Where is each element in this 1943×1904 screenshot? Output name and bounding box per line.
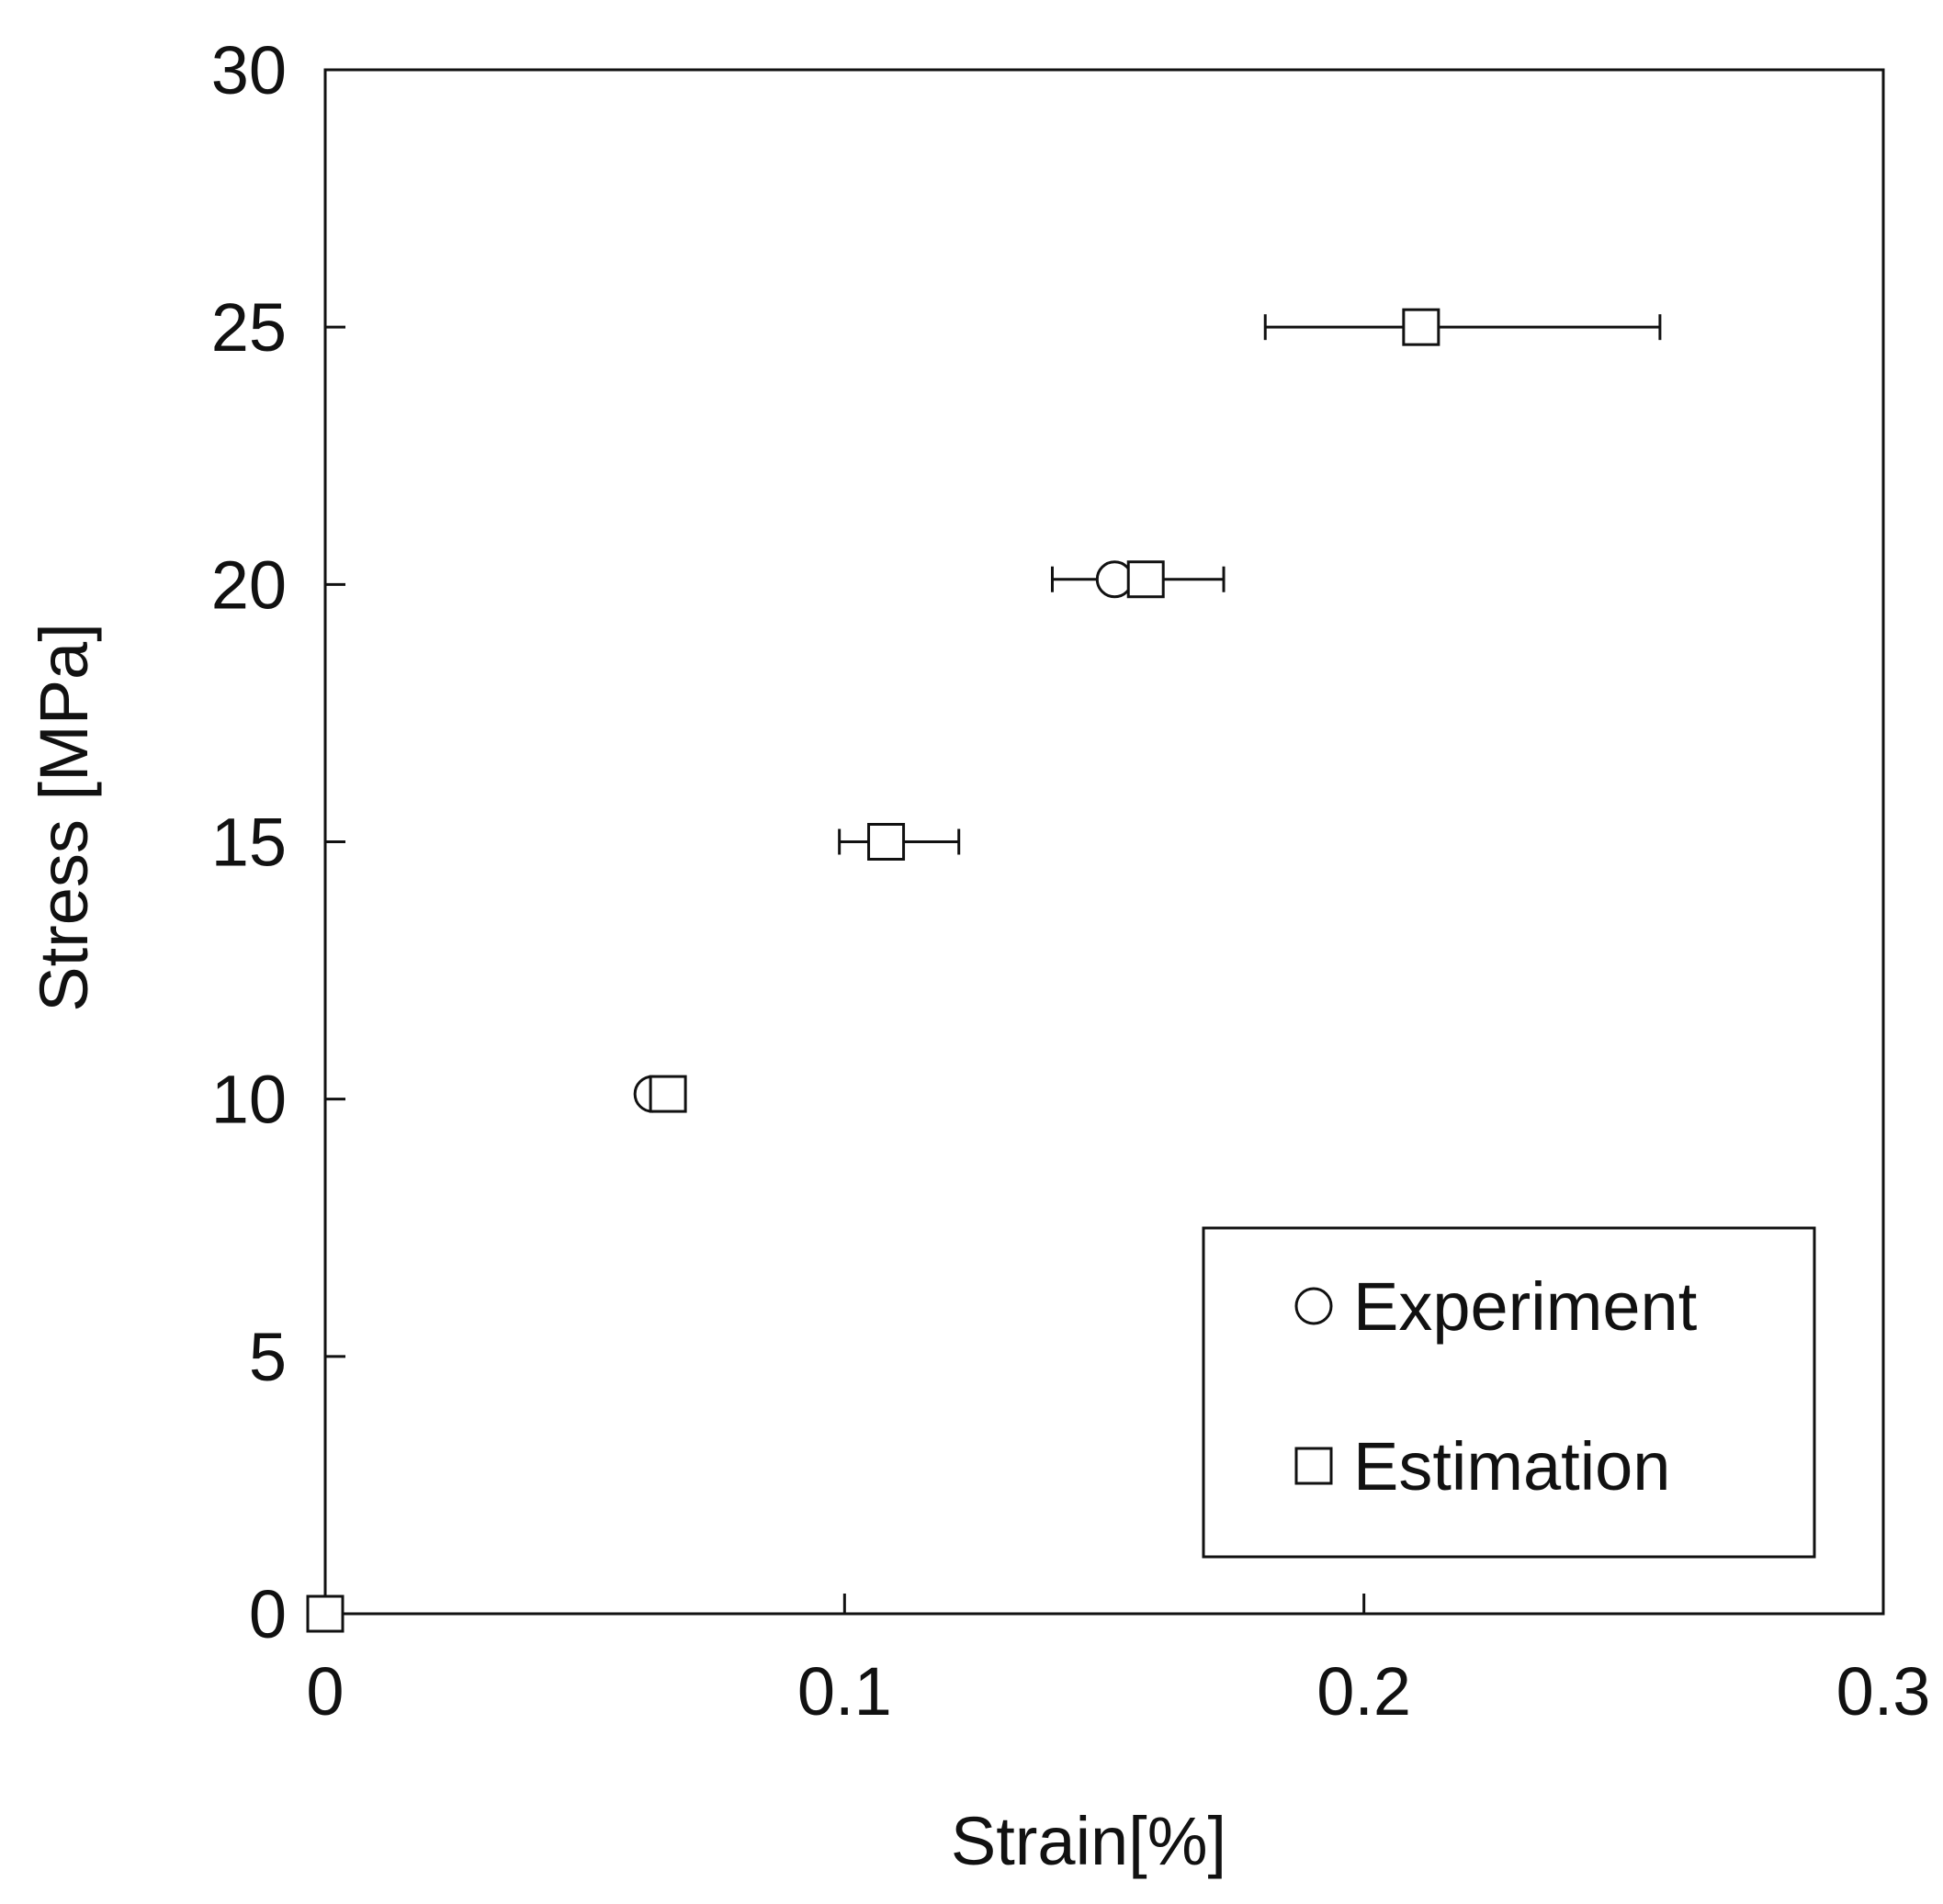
x-axis-title: Strain[%] <box>951 1803 1226 1879</box>
estimation-point <box>867 823 906 861</box>
legend-circle-icon <box>1294 1287 1333 1325</box>
x-tick-label: 0 <box>306 1653 344 1729</box>
estimation-point <box>306 1594 345 1633</box>
estimation-point <box>1126 560 1165 599</box>
y-tick-label: 20 <box>211 546 287 623</box>
legend-square-icon <box>1294 1447 1333 1485</box>
y-tick-label: 25 <box>211 289 287 366</box>
estimation-point <box>1402 308 1440 346</box>
estimation-point <box>649 1075 687 1113</box>
error-bars <box>838 314 1662 855</box>
y-axis-title: Stress [MPa] <box>26 623 102 1012</box>
y-tick-label: 5 <box>249 1319 287 1395</box>
data-points <box>306 308 1440 1633</box>
y-tick-label: 30 <box>211 32 287 108</box>
y-tick-label: 15 <box>211 805 287 881</box>
legend-label: Experiment <box>1353 1268 1698 1345</box>
legend-label: Estimation <box>1353 1428 1670 1504</box>
y-tick-label: 10 <box>211 1062 287 1138</box>
y-tick-label: 0 <box>249 1576 287 1652</box>
tick-labels: 0 5 10 15 20 25 30 0 0.1 0.2 0.3 <box>211 32 1931 1729</box>
x-tick-label: 0.2 <box>1316 1653 1411 1729</box>
experiment-point <box>1095 560 1134 599</box>
x-tick-label: 0.3 <box>1836 1653 1931 1729</box>
legend: Experiment Estimation <box>1202 1226 1816 1559</box>
legend-box <box>1202 1226 1816 1559</box>
x-tick-label: 0.1 <box>797 1653 892 1729</box>
